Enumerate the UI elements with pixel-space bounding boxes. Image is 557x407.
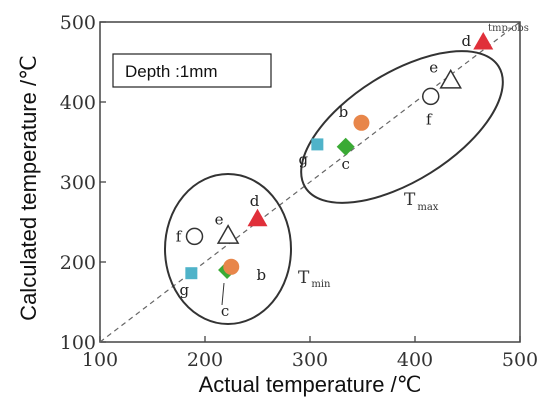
point-max-e-marker <box>439 68 462 89</box>
point-min-e-marker <box>216 224 240 244</box>
point-max-g-label: g <box>299 150 309 168</box>
depth-label: Depth :1mm <box>125 62 218 81</box>
x-tick-label: 500 <box>502 349 538 371</box>
point-max-d-label: d <box>461 32 471 50</box>
point-min-f-marker <box>185 227 204 246</box>
y-axis-ticks: 100 200 300 400 500 <box>60 12 106 354</box>
leader-line-c <box>221 282 225 306</box>
point-max-c-label: c <box>341 155 349 173</box>
point-max-f-label: f <box>426 110 433 128</box>
y-tick-label: 300 <box>60 172 96 194</box>
point-min-g-marker <box>185 267 198 280</box>
x-axis-ticks: 100 200 300 400 500 <box>82 336 538 371</box>
point-min-f-label: f <box>176 227 183 245</box>
point-min-d-label: d <box>250 192 260 210</box>
y-axis-label: Calculated temperature /℃ <box>16 55 41 321</box>
point-min-b-marker <box>223 258 240 275</box>
point-min-b-label: b <box>256 266 266 284</box>
reference-line-label: tmp-obs <box>488 23 529 34</box>
point-min-d-marker <box>247 208 268 227</box>
y-tick-label: 200 <box>60 252 96 274</box>
point-min-e-label: e <box>215 211 224 229</box>
data-points: f e d g c b g c b f e d <box>176 32 494 320</box>
point-max-g-marker <box>311 138 324 151</box>
x-tick-label: 100 <box>82 349 118 371</box>
x-tick-label: 400 <box>397 349 433 371</box>
y-tick-label: 400 <box>60 92 96 114</box>
depth-box <box>112 53 272 88</box>
point-min-g-label: g <box>180 281 190 299</box>
ellipse-tmax <box>300 50 504 204</box>
y-tick-label: 100 <box>60 332 96 354</box>
x-tick-label: 200 <box>187 349 223 371</box>
y-tick-label: 500 <box>60 12 96 34</box>
ellipse-tmin <box>164 173 292 325</box>
point-max-f-marker <box>422 87 440 106</box>
reference-line <box>99 21 521 343</box>
point-max-b-marker <box>353 114 370 131</box>
x-axis-label: Actual temperature /℃ <box>199 372 422 397</box>
point-max-b-label: b <box>339 103 349 121</box>
point-max-d-marker <box>473 32 494 50</box>
point-max-e-label: e <box>429 58 438 76</box>
x-tick-label: 300 <box>292 349 328 371</box>
point-min-c-label: c <box>221 302 229 320</box>
point-max-c-marker <box>336 137 355 156</box>
